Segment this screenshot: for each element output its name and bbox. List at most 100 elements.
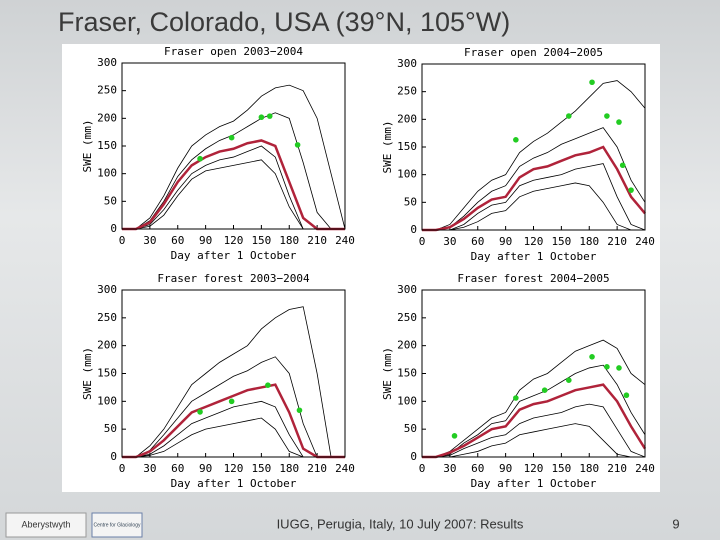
y-tick-label: 200 [397,339,417,352]
model-line [422,182,645,231]
observation-point [628,187,634,193]
observation-point [513,395,519,401]
observation-point [566,377,572,383]
y-tick-label: 50 [104,194,117,207]
observation-point [623,392,630,399]
y-tick-label: 100 [397,394,417,407]
plot-frame [421,289,646,458]
mean-line [122,383,345,459]
observation-point [616,119,622,125]
y-tick-label: 0 [410,223,417,236]
y-tick-label: 100 [97,394,117,407]
footer-text: IUGG, Perugia, Italy, 10 July 2007: Resu… [277,516,524,531]
x-tick-label: 210 [307,234,327,247]
x-tick-label: 60 [471,462,484,475]
logo [5,512,87,538]
chart-title: Fraser forest 2004−2005 [457,272,609,285]
y-tick-label: 300 [97,56,117,69]
model-line [422,403,646,458]
y-tick-label: 200 [97,339,117,352]
observation-point [589,354,595,360]
observation-point [589,79,595,86]
observation-point [197,155,203,162]
observation-point [266,113,273,119]
observation-point [228,398,235,405]
x-tick-label: 120 [224,234,244,247]
plot-frame [421,63,646,231]
chart-title: Fraser open 2004−2005 [464,46,603,59]
x-tick-label: 90 [199,234,212,247]
x-tick-label: 0 [119,462,126,475]
x-axis-label: Day after 1 October [471,250,597,263]
y-axis-label: SWE (mm) [81,120,94,173]
x-tick-label: 240 [335,234,355,247]
x-tick-label: 60 [471,235,484,248]
x-tick-label: 150 [251,462,271,475]
logo-text: Aberystwyth [21,519,70,529]
y-tick-label: 150 [97,367,117,380]
model-line [122,112,345,230]
x-tick-label: 150 [251,234,271,247]
x-tick-label: 60 [171,462,184,475]
mean-line [422,383,647,459]
x-tick-label: 0 [419,462,426,475]
observation-point [451,433,458,439]
observation-point [294,142,301,148]
y-tick-label: 250 [97,311,117,324]
model-line [422,163,646,231]
observation-point [604,113,610,119]
x-tick-label: 120 [524,462,544,475]
y-tick-label: 50 [104,422,117,435]
x-tick-label: 30 [143,462,156,475]
plot-frame [121,62,346,230]
x-tick-label: 240 [635,462,655,475]
x-tick-label: 150 [551,462,571,475]
model-line [122,306,345,458]
x-axis-label: Day after 1 October [171,477,297,490]
model-line [422,423,645,458]
observation-point [604,364,610,370]
x-tick-label: 240 [635,235,655,248]
x-tick-label: 210 [607,462,627,475]
slide-title: Fraser, Colorado, USA (39°N, 105°W) [58,7,510,37]
logo [91,512,143,538]
observation-point [197,409,203,415]
observation-point [566,113,572,119]
x-tick-label: 90 [499,462,512,475]
logo-text: Centre for Glaciology [94,522,141,528]
x-tick-label: 180 [579,462,599,475]
model-line [422,339,646,458]
model-line [122,356,345,458]
y-tick-label: 150 [97,139,117,152]
x-tick-label: 180 [579,235,599,248]
x-tick-label: 180 [279,462,299,475]
x-tick-label: 30 [443,462,456,475]
model-line [422,80,646,231]
x-axis-label: Day after 1 October [171,249,297,262]
observation-point [296,407,303,414]
x-tick-label: 240 [335,462,355,475]
observation-point [541,387,548,394]
y-tick-label: 300 [97,283,117,296]
y-tick-label: 50 [404,422,417,435]
y-tick-label: 250 [397,311,417,324]
y-tick-label: 300 [397,283,417,296]
y-tick-label: 250 [97,84,117,97]
x-tick-label: 30 [443,235,456,248]
figure-background [62,44,660,492]
x-tick-label: 90 [499,235,512,248]
x-tick-label: 150 [551,235,571,248]
mean-line [122,139,345,231]
y-tick-label: 250 [397,85,417,98]
y-axis-label: SWE (mm) [381,121,394,174]
x-tick-label: 120 [524,235,544,248]
y-tick-label: 100 [97,167,117,180]
x-axis-label: Day after 1 October [471,477,597,490]
x-tick-label: 0 [119,234,126,247]
x-tick-label: 90 [199,462,212,475]
x-tick-label: 30 [143,234,156,247]
plot-frame [121,289,346,458]
y-tick-label: 0 [410,450,417,463]
